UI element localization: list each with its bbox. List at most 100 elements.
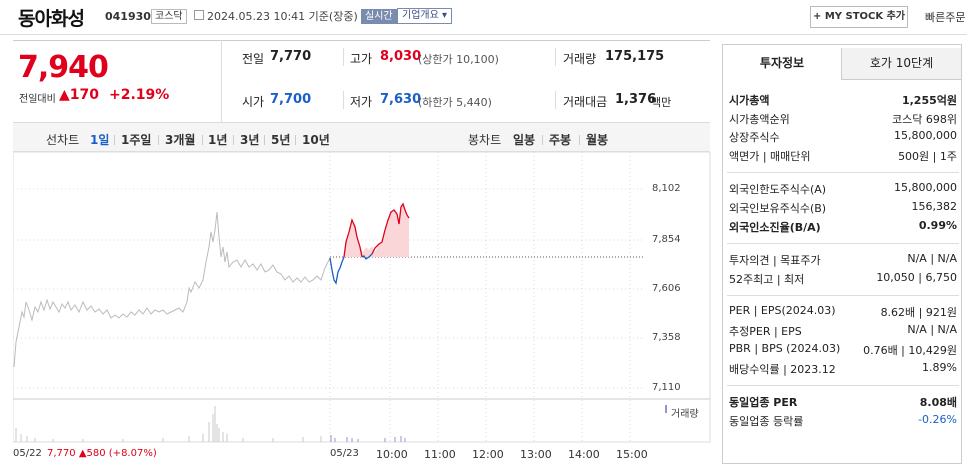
chart-frame [13, 152, 711, 443]
divider [727, 172, 959, 173]
company-overview-dropdown[interactable]: 기업개요 ▾ [397, 8, 452, 24]
add-mystock-button[interactable]: + MY STOCK 추가 [810, 6, 908, 28]
52w-range-value: 10,050 | 6,750 [876, 271, 957, 284]
shares-value: 15,800,000 [894, 129, 957, 142]
footer-price: 7,770 [47, 448, 76, 459]
foreign-limit-value: 15,800,000 [894, 181, 957, 194]
y-tick: 7,110 [652, 382, 681, 393]
x-label: 11:00 [424, 448, 456, 461]
per-eps-label: PER | EPS(2024.03) [729, 304, 836, 317]
dividend-value: 1.89% [922, 361, 957, 374]
price-up-line [343, 217, 363, 258]
price-down-line [329, 256, 345, 285]
x-label: 05/22 [13, 448, 42, 459]
amount-label: 거래대금 [563, 95, 608, 109]
current-price: 7,940 [18, 50, 109, 85]
prev-day-line [13, 211, 331, 368]
market-rank-label[interactable]: 시가총액순위 [729, 113, 790, 126]
divider [343, 48, 344, 66]
live-badge: 실시간 [361, 9, 397, 24]
divider [221, 40, 222, 122]
divider [555, 48, 556, 66]
divider [202, 135, 203, 145]
period-10y[interactable]: 10년 [302, 133, 330, 147]
market-tag: 코스닥 [151, 9, 187, 24]
info-panel [722, 44, 962, 464]
period-5y[interactable]: 5년 [271, 133, 291, 147]
dividend-label: 배당수익률 | 2023.12 [729, 363, 836, 376]
volume-value: 175,175 [605, 49, 665, 64]
divider [579, 135, 580, 145]
market-rank-value: 코스닥 698위 [892, 113, 957, 126]
period-3y[interactable]: 3년 [240, 133, 260, 147]
divider [727, 295, 959, 296]
volume-label: 거래량 [563, 52, 597, 66]
candle-monthly[interactable]: 월봉 [586, 133, 609, 147]
footer-change: ▲580 (+8.07%) [78, 448, 157, 459]
divider [542, 135, 543, 145]
foreign-ratio-label: 외국인소진율(B/A) [729, 221, 821, 234]
change-value: ▲170 [59, 87, 99, 103]
period-1y[interactable]: 1년 [208, 133, 228, 147]
tab-invest-info[interactable]: 투자정보 [723, 48, 842, 80]
footer-prev-price: 7,770 ▲580 (+8.07%) [47, 448, 157, 459]
candle-weekly[interactable]: 주봉 [549, 133, 572, 147]
change-percent: +2.19% [109, 87, 170, 103]
prev-close-label: 전일 [242, 52, 265, 66]
price-up-area [344, 204, 409, 257]
price-up-line-2 [371, 202, 410, 255]
amount-value: 1,376 [615, 92, 657, 107]
line-chart-label: 선차트 [46, 133, 80, 147]
foreign-hold-value: 156,382 [911, 200, 958, 213]
market-cap-value: 1,255억원 [901, 94, 957, 107]
y-tick: 7,358 [652, 332, 681, 343]
opinion-value: N/A | N/A [907, 252, 957, 265]
foreign-ratio-value: 0.99% [918, 219, 957, 232]
divider [158, 135, 159, 145]
period-1w[interactable]: 1주일 [121, 133, 152, 147]
calendar-icon [194, 10, 204, 20]
industry-per-label: 동일업종 PER [729, 396, 798, 409]
change-label: 전일대비 [19, 94, 56, 105]
divider [295, 135, 296, 145]
period-3m[interactable]: 3개월 [165, 133, 196, 147]
industry-per-value: 8.08배 [919, 396, 957, 409]
high-label: 고가 [350, 52, 373, 66]
period-1d[interactable]: 1일 [90, 133, 110, 147]
pbr-bps-label: PBR | BPS (2024.03) [729, 342, 841, 355]
high-value: 8,030 [380, 49, 422, 64]
lower-limit: (하한가 5,440) [418, 96, 492, 109]
open-label: 시가 [242, 95, 265, 109]
datetime: 2024.05.23 10:41 기준(장중) [207, 10, 358, 23]
low-label: 저가 [350, 95, 373, 109]
x-label: 15:00 [616, 448, 648, 461]
open-value: 7,700 [270, 92, 312, 107]
divider [343, 91, 344, 109]
volume-legend-label: 거래량 [671, 409, 699, 420]
52w-range-label: 52주최고 | 최저 [729, 273, 805, 286]
divider [555, 91, 556, 109]
company-name: 동아화성 [18, 8, 85, 30]
divider [727, 385, 959, 386]
divider [114, 135, 115, 145]
quick-order-link[interactable]: 빠른주문 [925, 11, 966, 24]
est-per-value: N/A | N/A [907, 323, 957, 336]
candle-chart-label: 봉차트 [468, 133, 502, 147]
candle-daily[interactable]: 일봉 [513, 133, 536, 147]
industry-rate-label[interactable]: 동일업종 등락률 [729, 415, 804, 428]
y-tick: 7,854 [652, 234, 681, 245]
est-per-label: 추정PER | EPS [729, 325, 802, 338]
price-chart[interactable] [13, 152, 713, 452]
shares-label: 상장주식수 [729, 131, 780, 144]
y-tick: 8,102 [652, 183, 681, 194]
tab-orderbook[interactable]: 호가 10단계 [842, 48, 961, 80]
upper-limit: (상한가 10,100) [418, 53, 499, 66]
stock-code: 041930 [105, 10, 151, 23]
price-down-line-2 [361, 253, 373, 260]
low-value: 7,630 [380, 92, 422, 107]
face-value-label: 액면가 | 매매단위 [729, 150, 811, 163]
divider [264, 135, 265, 145]
x-label: 05/23 [330, 448, 359, 459]
chart-toolbar: 선차트 1일 1주일 3개월 1년 3년 5년 10년 봉차트 일봉 주봉 월봉 [13, 122, 710, 152]
x-label: 10:00 [376, 448, 408, 461]
